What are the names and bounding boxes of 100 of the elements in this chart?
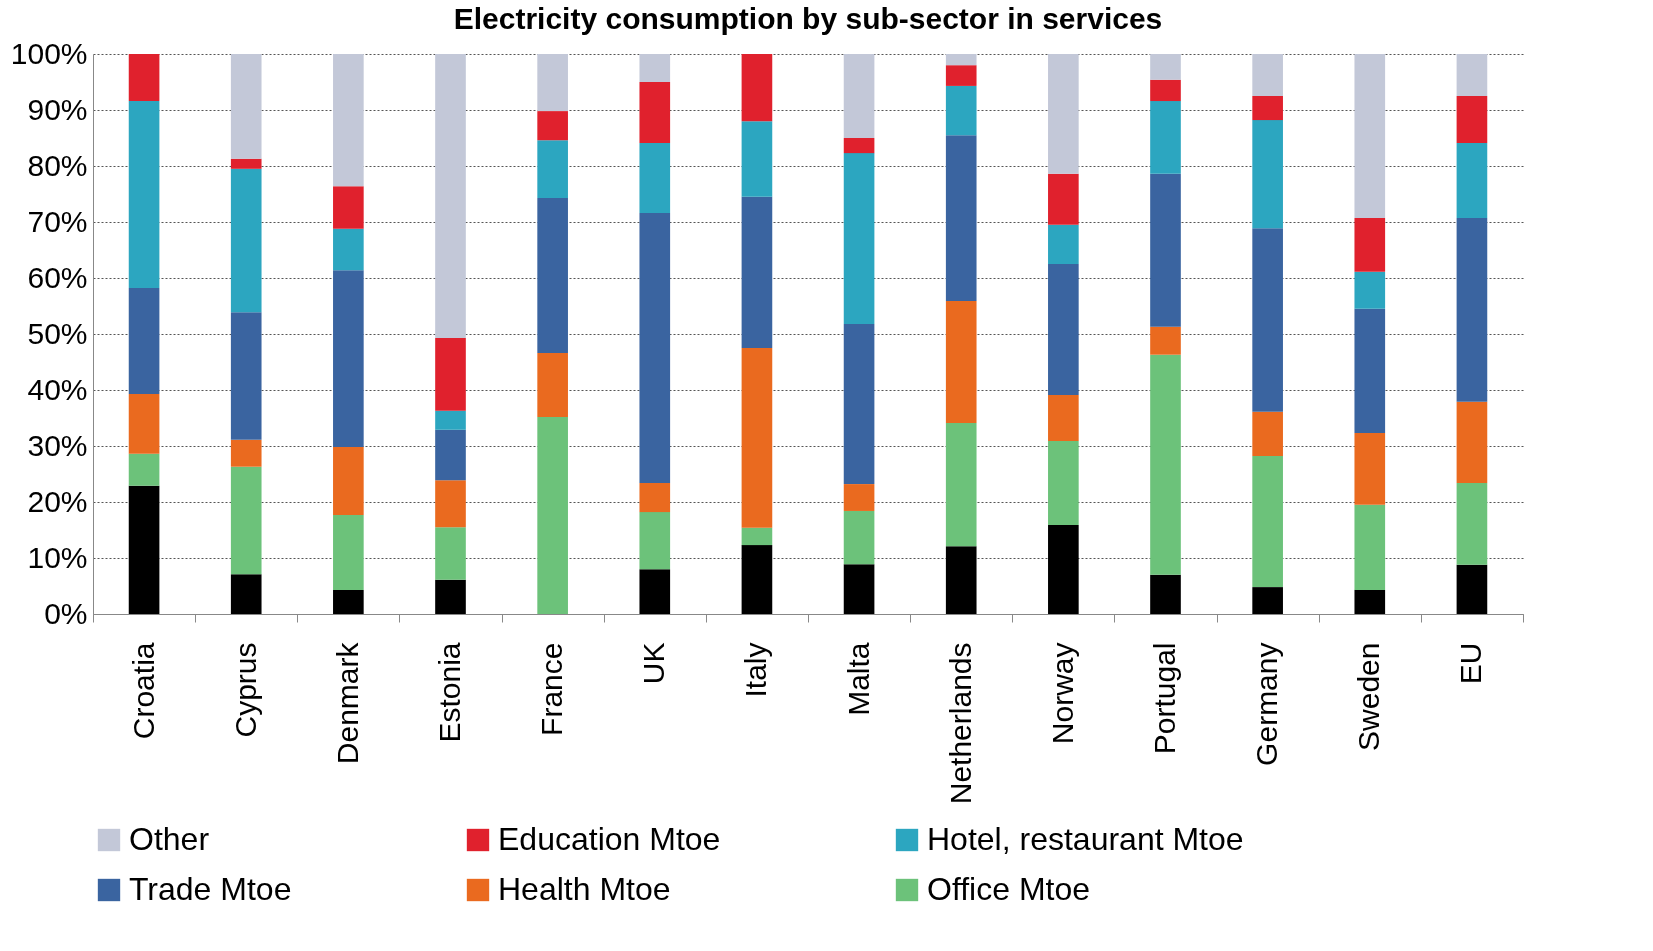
x-tick-label: Croatia — [126, 642, 160, 740]
legend-label: Other — [129, 821, 210, 857]
bar — [230, 54, 262, 159]
bar — [1252, 456, 1283, 588]
bar — [741, 196, 773, 348]
x-tick-label: Cyprus — [228, 642, 262, 738]
bar — [1252, 96, 1283, 121]
bar — [333, 447, 364, 515]
bar — [1354, 589, 1386, 614]
bar — [1048, 224, 1079, 264]
x-tick-label: Netherlands — [943, 642, 977, 805]
x-tick-label: Malta — [841, 642, 875, 716]
bar — [333, 270, 364, 448]
bar — [333, 54, 364, 187]
bar — [1252, 411, 1283, 457]
legend-label: Office Mtoe — [927, 871, 1091, 907]
y-tick-label: 100% — [10, 36, 88, 70]
y-tick-label: 60% — [27, 260, 88, 294]
y-tick-label: 40% — [27, 372, 88, 406]
bar — [741, 348, 773, 528]
bar — [128, 54, 160, 102]
x-tick-label: EU — [1454, 642, 1488, 685]
bar — [435, 410, 466, 430]
bar — [1456, 564, 1488, 614]
bar — [639, 143, 671, 214]
bar — [843, 564, 875, 614]
bar — [1252, 587, 1283, 614]
bar — [128, 485, 160, 614]
bar — [639, 482, 671, 513]
bar — [1252, 228, 1283, 412]
bar — [230, 466, 262, 575]
bar — [843, 54, 875, 138]
bar — [128, 101, 160, 289]
bar — [1150, 173, 1181, 327]
x-tick-label: France — [535, 642, 569, 736]
bar — [435, 579, 466, 614]
bar — [230, 312, 262, 440]
y-tick-label: 10% — [27, 540, 88, 574]
bar — [537, 353, 568, 417]
legend-label: Health Mtoe — [498, 871, 671, 907]
bar — [537, 54, 568, 112]
y-tick-label: 30% — [27, 428, 88, 462]
bar — [741, 121, 773, 197]
bar — [639, 82, 671, 144]
bar — [945, 546, 977, 614]
bar — [435, 54, 466, 338]
bar — [741, 527, 773, 546]
bar — [128, 288, 160, 394]
bar — [1354, 218, 1386, 272]
bar — [333, 228, 364, 271]
x-tick-label: Norway — [1045, 642, 1079, 745]
bar — [1150, 79, 1181, 102]
bar — [1150, 326, 1181, 355]
x-tick-label: Italy — [739, 642, 773, 698]
bar — [843, 153, 875, 324]
bar — [1048, 440, 1079, 525]
bar — [333, 186, 364, 229]
x-tick-label: Portugal — [1148, 642, 1181, 755]
legend-label: Trade Mtoe — [129, 871, 292, 907]
bar — [1456, 218, 1488, 402]
bar — [1150, 354, 1181, 575]
bar — [1354, 271, 1386, 309]
bar — [1354, 504, 1386, 590]
bar — [435, 429, 466, 481]
bar — [230, 158, 262, 169]
bar — [537, 140, 568, 198]
bar — [435, 527, 466, 580]
bar — [1456, 143, 1488, 219]
bar — [128, 453, 160, 486]
bar — [1048, 173, 1079, 225]
bar — [537, 416, 568, 614]
bar — [128, 393, 160, 454]
bar — [1456, 401, 1488, 483]
bar — [945, 423, 977, 547]
bar — [1048, 395, 1079, 441]
bar — [1456, 96, 1488, 144]
x-tick-label: Denmark — [330, 641, 364, 765]
bar — [435, 480, 466, 528]
bar — [1150, 101, 1181, 174]
bar — [843, 484, 875, 511]
x-tick-label: Estonia — [433, 642, 466, 743]
bar — [435, 337, 466, 411]
bar — [1354, 54, 1386, 219]
bar — [843, 510, 875, 565]
bar — [741, 54, 773, 122]
bar — [1048, 54, 1079, 174]
x-tick-label: Sweden — [1352, 642, 1386, 751]
bar — [1150, 54, 1181, 80]
bar — [230, 439, 262, 467]
bar — [639, 213, 671, 483]
legend-label: Education Mtoe — [498, 821, 721, 857]
y-tick-label: 90% — [27, 92, 88, 126]
bar — [945, 300, 977, 424]
bar — [230, 168, 262, 313]
bar — [1252, 54, 1283, 96]
bar — [843, 138, 875, 154]
bar — [1456, 54, 1488, 96]
bar — [945, 54, 977, 66]
bar — [945, 135, 977, 301]
bar — [945, 85, 977, 136]
